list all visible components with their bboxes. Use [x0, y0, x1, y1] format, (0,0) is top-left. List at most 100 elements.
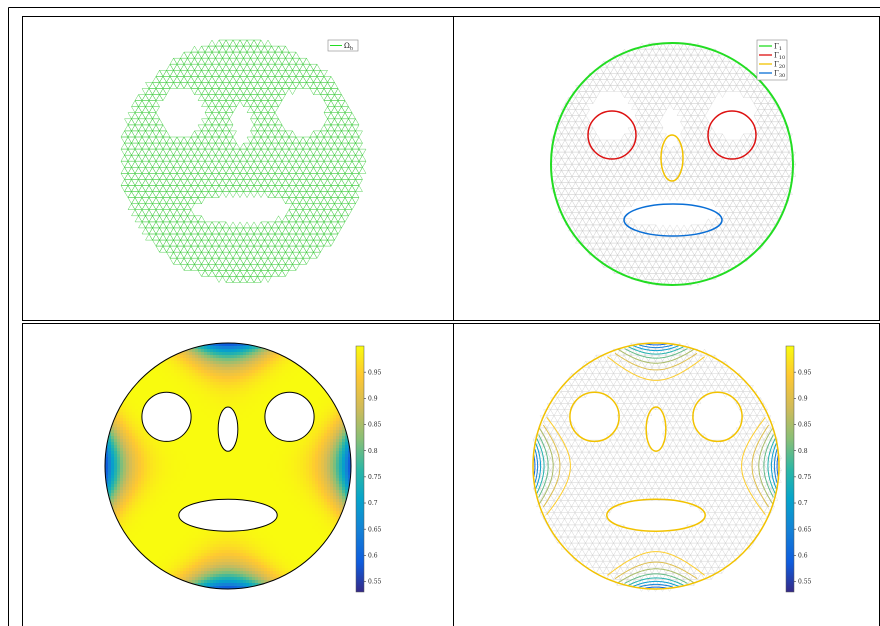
heatmap-cell	[330, 508, 334, 512]
heatmap-cell	[189, 364, 193, 368]
heatmap-cell	[168, 376, 172, 380]
heatmap-cell	[348, 451, 351, 455]
heatmap-cell	[171, 523, 175, 527]
heatmap-cell	[108, 472, 112, 476]
heatmap-cell	[321, 505, 325, 509]
heatmap-cell	[156, 508, 160, 512]
heatmap-cell	[216, 469, 220, 473]
heatmap-cell	[117, 496, 121, 500]
heatmap-cell	[189, 490, 193, 494]
heatmap-cell	[159, 376, 163, 380]
heatmap-cell	[210, 352, 214, 356]
heatmap-cell	[318, 391, 322, 395]
heatmap-cell	[339, 478, 343, 482]
heatmap-cell	[132, 499, 136, 503]
heatmap-cell	[135, 508, 139, 512]
heatmap-cell	[243, 382, 247, 386]
heatmap-cell	[252, 436, 256, 440]
heatmap-cell	[336, 421, 340, 425]
heatmap-cell	[255, 421, 259, 425]
heatmap-cell	[297, 451, 301, 455]
heatmap-cell	[192, 388, 196, 392]
heatmap-cell	[135, 454, 139, 458]
heatmap-cell	[246, 379, 250, 383]
heatmap-cell	[297, 463, 301, 467]
heatmap-cell	[234, 349, 238, 353]
heatmap-cell	[279, 445, 283, 449]
heatmap-cell	[210, 457, 214, 461]
heatmap-cell	[243, 454, 247, 458]
heatmap-cell	[318, 412, 322, 416]
heatmap-cell	[303, 442, 307, 446]
heatmap-cell	[159, 520, 163, 524]
heatmap-cell	[201, 430, 205, 434]
heatmap-cell	[132, 421, 136, 425]
heatmap-cell	[219, 355, 223, 359]
heatmap-cell	[330, 475, 334, 479]
heatmap-cell	[111, 451, 115, 455]
heatmap-cell	[108, 475, 112, 479]
heatmap-cell	[294, 466, 298, 470]
heatmap-cell	[231, 376, 235, 380]
heatmap-cell	[330, 484, 334, 488]
heatmap-cell	[204, 406, 208, 410]
heatmap-cell	[339, 511, 343, 515]
heatmap-cell	[219, 466, 223, 470]
heatmap-cell	[156, 445, 160, 449]
heatmap-cell	[231, 472, 235, 476]
heatmap-cell	[333, 421, 337, 425]
heatmap-cell	[171, 517, 175, 521]
heatmap-cell	[192, 376, 196, 380]
heatmap-cell	[339, 448, 343, 452]
heatmap-cell	[195, 460, 199, 464]
heatmap-cell	[156, 472, 160, 476]
heatmap-cell	[201, 493, 205, 497]
heatmap-cell	[150, 454, 154, 458]
heatmap-cell	[234, 481, 238, 485]
heatmap-cell	[225, 454, 229, 458]
heatmap-cell	[273, 502, 277, 506]
heatmap-cell	[141, 442, 145, 446]
heatmap-cell	[246, 430, 250, 434]
heatmap-cell	[159, 508, 163, 512]
heatmap-cell	[318, 433, 322, 437]
heatmap-cell	[258, 364, 262, 368]
heatmap-cell	[303, 436, 307, 440]
heatmap-cell	[189, 349, 193, 353]
heatmap-cell	[201, 382, 205, 386]
heatmap-cell	[195, 418, 199, 422]
heatmap-cell	[132, 460, 136, 464]
heatmap-cell	[192, 487, 196, 491]
heatmap-cell	[324, 457, 328, 461]
heatmap-cell	[183, 505, 187, 509]
heatmap-cell	[249, 403, 253, 407]
heatmap-cell	[105, 454, 109, 458]
heatmap-cell	[240, 484, 244, 488]
heatmap-cell	[234, 388, 238, 392]
heatmap-cell	[240, 406, 244, 410]
heatmap-cell	[267, 460, 271, 464]
heatmap-cell	[216, 457, 220, 461]
heatmap-cell	[144, 448, 148, 452]
heatmap-cell	[126, 436, 130, 440]
heatmap-cell	[126, 502, 130, 506]
heatmap-cell	[336, 481, 340, 485]
heatmap-cell	[222, 490, 226, 494]
heatmap-cell	[204, 400, 208, 404]
heatmap-cell	[234, 361, 238, 365]
heatmap-cell	[216, 463, 220, 467]
heatmap-cell	[114, 487, 118, 491]
heatmap-cell	[336, 517, 340, 521]
heatmap-cell	[111, 433, 115, 437]
heatmap-cell	[129, 466, 133, 470]
heatmap-cell	[111, 493, 115, 497]
heatmap-cell	[270, 487, 274, 491]
heatmap-cell	[201, 466, 205, 470]
heatmap-cell	[297, 475, 301, 479]
heatmap-cell	[321, 451, 325, 455]
heatmap-cell	[285, 376, 289, 380]
heatmap-cell	[294, 370, 298, 374]
heatmap-cell	[192, 412, 196, 416]
heatmap-cell	[285, 373, 289, 377]
heatmap-cell	[270, 394, 274, 398]
